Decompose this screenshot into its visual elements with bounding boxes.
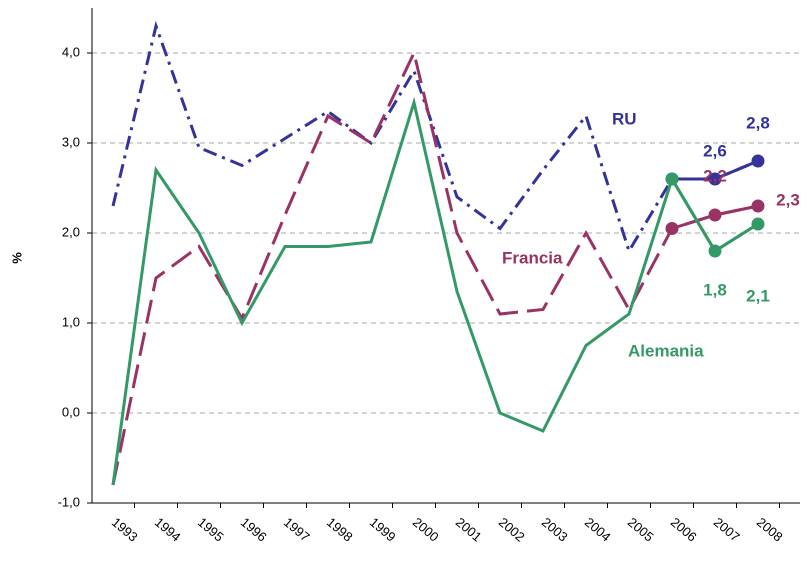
x-tick-label: 2000 — [410, 514, 442, 544]
y-tick-label: 4,0 — [62, 44, 80, 59]
series-label: Francia — [502, 248, 563, 267]
x-tick-label: 1999 — [367, 514, 399, 544]
series-line — [111, 48, 759, 486]
series-label: Alemania — [628, 341, 704, 360]
point — [708, 244, 722, 258]
y-tick-label: 2,0 — [62, 224, 80, 239]
value-label: 1,8 — [703, 280, 727, 299]
x-tick-label: 2003 — [539, 514, 571, 544]
point — [665, 172, 679, 186]
x-tick-label: 1994 — [152, 514, 184, 544]
series-label: RU — [612, 109, 637, 128]
x-tick-label: 1997 — [281, 514, 313, 544]
x-tick-label: 2008 — [754, 514, 786, 544]
x-tick-label: 2006 — [668, 514, 700, 544]
x-tick-label: 2007 — [711, 514, 743, 544]
x-tick-label: 1996 — [238, 514, 270, 544]
point — [751, 217, 765, 231]
point — [708, 172, 722, 186]
y-tick-label: 1,0 — [62, 314, 80, 329]
point — [708, 208, 722, 222]
series-line — [111, 96, 759, 486]
y-axis-label: % — [9, 252, 24, 264]
x-tick-label: 1995 — [195, 514, 227, 544]
value-label: 2,6 — [703, 141, 727, 160]
value-label: 2,1 — [746, 286, 770, 305]
x-tick-label: 2001 — [453, 514, 485, 544]
point — [665, 222, 679, 235]
x-tick-label: 1998 — [324, 514, 356, 544]
value-label: 2,3 — [776, 190, 800, 209]
value-label: 2,2 — [703, 166, 727, 185]
y-tick-label: 0,0 — [62, 404, 80, 419]
point — [751, 154, 765, 168]
x-tick-label: 2002 — [496, 514, 528, 544]
series-line — [111, 20, 759, 255]
point — [751, 199, 765, 213]
y-tick-label: 3,0 — [62, 134, 80, 149]
x-tick-label: 2004 — [582, 514, 614, 544]
x-tick-label: 1993 — [109, 514, 141, 544]
x-tick-label: 2005 — [625, 514, 657, 544]
y-tick-label: -1,0 — [58, 494, 80, 509]
value-label: 2,8 — [746, 113, 770, 132]
